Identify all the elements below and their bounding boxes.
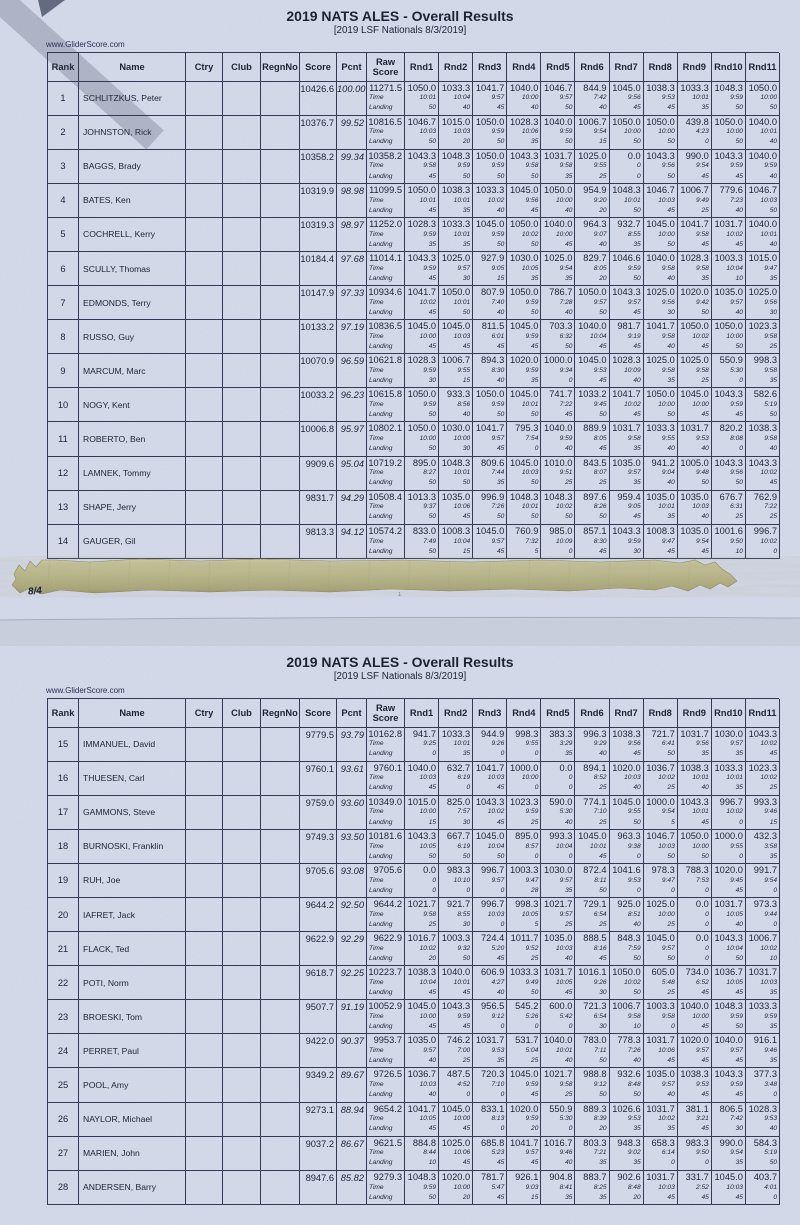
- svg-text:1: 1: [398, 592, 402, 598]
